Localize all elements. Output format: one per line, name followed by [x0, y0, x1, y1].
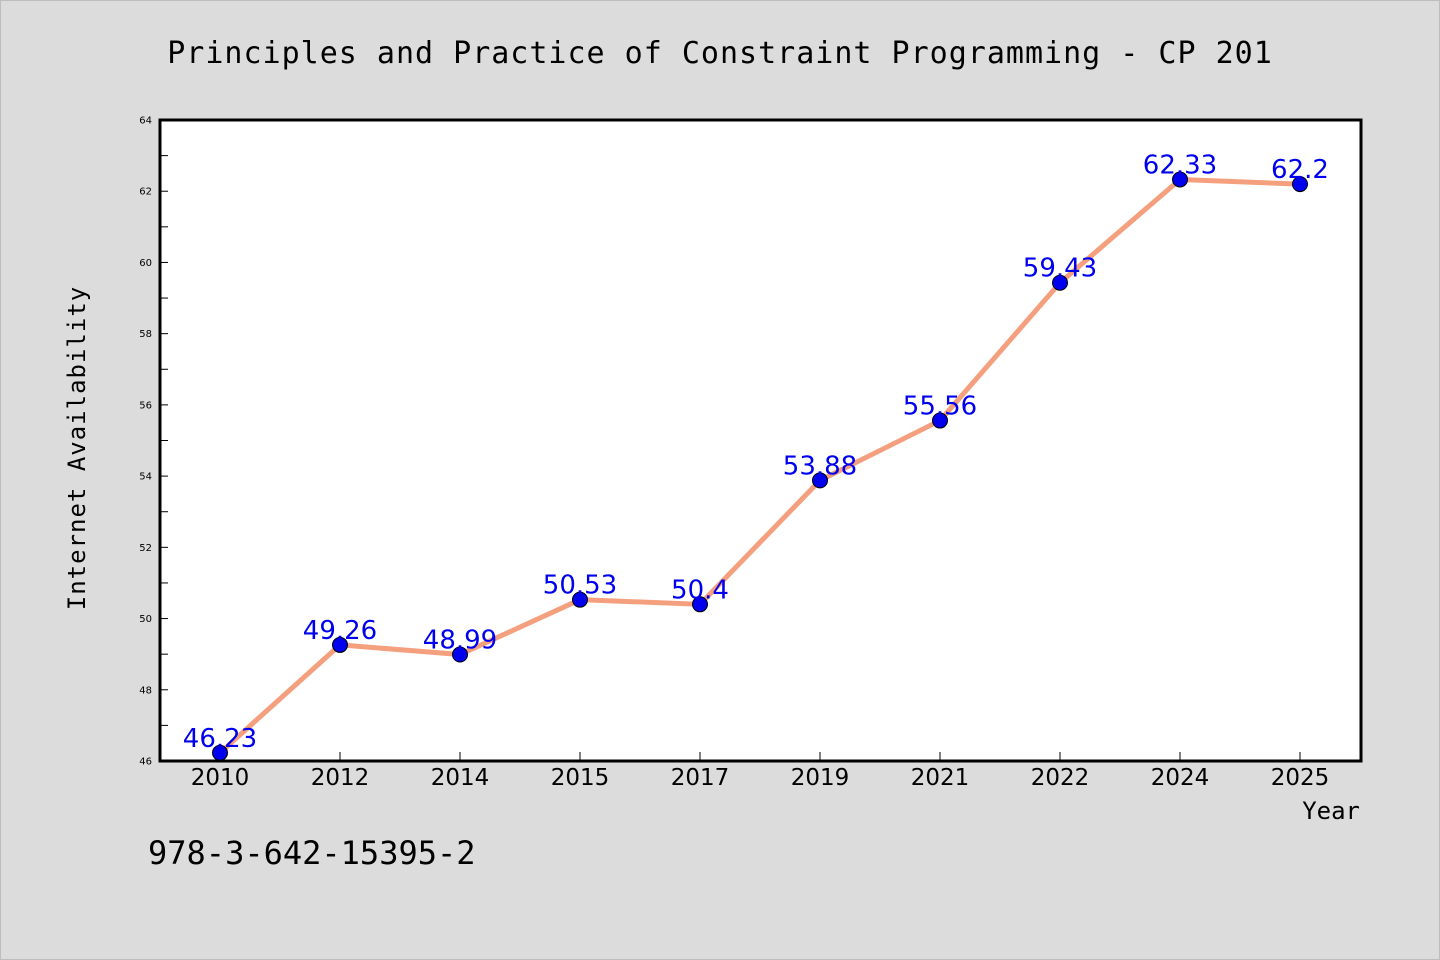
data-label: 59.43 — [1023, 254, 1097, 284]
data-point — [932, 412, 948, 429]
x-axis: 2010 2012 2014 2015 2017 2019 2021 2022 2024 2025 — [191, 752, 1330, 791]
data-labels: 46.23 49.26 48.99 50.53 50.4 53.88 55.56 59.43 6… — [183, 150, 1329, 753]
x-tick-label: 2025 — [1271, 765, 1330, 791]
y-tick-label: 64 — [139, 116, 152, 127]
data-label: 53.88 — [783, 451, 857, 481]
x-tick-label: 2014 — [431, 765, 490, 791]
y-tick-label: 48 — [139, 685, 152, 696]
y-tick-label: 46 — [139, 757, 152, 768]
y-tick-label: 60 — [139, 258, 152, 269]
data-label: 50.4 — [671, 575, 729, 605]
y-tick-label: 52 — [139, 543, 152, 554]
y-tick-label: 62 — [139, 187, 152, 198]
data-point — [812, 472, 828, 489]
data-label: 50.53 — [543, 571, 617, 601]
x-tick-label: 2010 — [191, 765, 250, 791]
x-tick-label: 2021 — [911, 765, 970, 791]
isbn-annotation: 978-3-642-15395-2 — [148, 834, 476, 872]
data-label: 49.26 — [303, 616, 377, 646]
data-label: 62.2 — [1271, 155, 1329, 185]
y-tick-label: 58 — [139, 329, 152, 340]
y-axis: 46 48 50 52 54 56 58 60 62 64 — [139, 116, 168, 768]
data-point — [212, 744, 228, 761]
data-point — [572, 591, 588, 608]
series-markers — [212, 171, 1308, 761]
data-point — [692, 596, 708, 613]
x-tick-label: 2012 — [311, 765, 370, 791]
y-axis-label: Internet Availability — [63, 286, 91, 610]
y-tick-label: 56 — [139, 400, 152, 411]
chart-title: Principles and Practice of Constraint Pr… — [167, 36, 1273, 71]
x-tick-label: 2024 — [1151, 765, 1210, 791]
y-tick-label: 54 — [139, 472, 152, 483]
y-tick-label: 50 — [139, 614, 152, 625]
series-line — [218, 176, 1301, 755]
data-point — [332, 636, 348, 653]
data-label: 48.99 — [423, 626, 497, 656]
x-tick-label: 2015 — [551, 765, 610, 791]
plot-area — [158, 118, 1363, 763]
x-tick-label: 2022 — [1031, 765, 1090, 791]
data-label: 62.33 — [1143, 150, 1217, 180]
x-tick-label: 2019 — [791, 765, 850, 791]
x-axis-label: Year — [1302, 797, 1360, 825]
data-label: 46.23 — [183, 724, 257, 754]
data-point — [1172, 171, 1188, 188]
data-point — [452, 646, 468, 663]
x-tick-label: 2017 — [671, 765, 730, 791]
data-label: 55.56 — [903, 392, 977, 422]
data-point — [1052, 274, 1068, 291]
data-point — [1292, 176, 1308, 193]
